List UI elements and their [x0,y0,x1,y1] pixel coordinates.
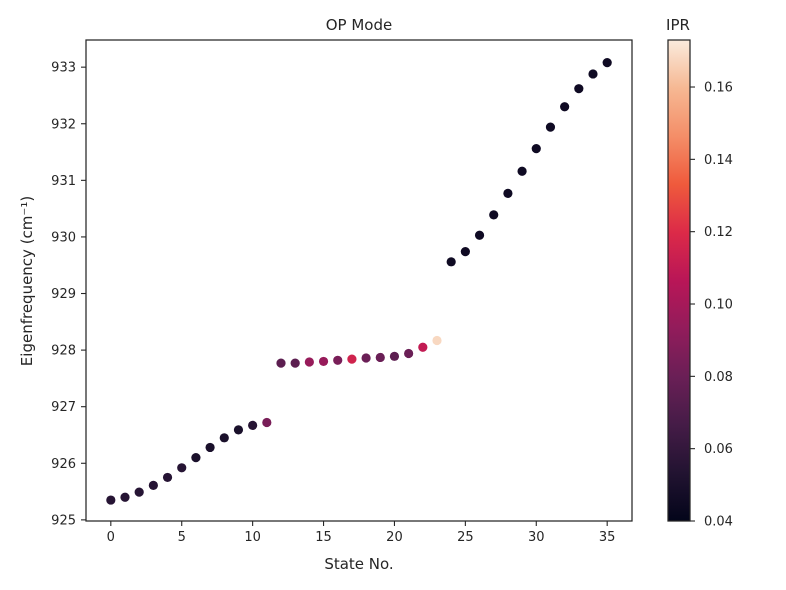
colorbar-tick-label: 0.10 [704,298,733,313]
data-point [233,425,244,435]
data-point [389,351,400,361]
y-tick-label: 926 [51,457,76,472]
data-point [304,357,314,367]
colorbar-tick-label: 0.12 [704,225,733,240]
data-point [333,355,343,365]
colorbar-tick-label: 0.04 [704,515,733,530]
data-point [148,480,158,490]
data-point [248,420,258,430]
y-tick-label: 931 [51,174,76,189]
x-tick-label: 0 [107,530,115,545]
data-point [531,144,541,154]
data-point [120,492,130,502]
plot-area [85,39,633,522]
y-tick-label: 925 [51,513,76,528]
colorbar-tick-label: 0.16 [704,81,733,96]
data-point [361,353,371,363]
x-tick-label: 20 [386,530,403,545]
x-tick-label: 10 [244,530,261,545]
data-point [460,247,470,257]
data-point [134,487,144,497]
chart-title: OP Mode [326,16,393,34]
x-tick-label: 5 [178,530,186,545]
data-point [503,188,513,198]
data-point [106,495,116,505]
y-axis-label: Eigenfrequency (cm⁻¹) [18,196,36,366]
data-point [177,463,187,473]
x-axis-label: State No. [324,555,393,573]
data-point [191,453,201,463]
y-tick-label: 927 [51,400,76,415]
data-point [404,348,414,359]
data-point [347,354,357,364]
x-tick-label: 30 [528,530,545,545]
data-point [262,417,272,428]
data-point [318,356,329,367]
data-point [574,84,584,94]
x-tick-label: 35 [599,530,616,545]
y-tick-label: 933 [51,61,76,76]
scatter-points [106,58,612,505]
x-tick-label: 25 [457,530,474,545]
data-point [560,102,570,112]
data-point [474,230,485,240]
y-tick-label: 932 [51,117,76,132]
data-point [290,358,300,368]
x-axis-ticks: 0 5 10 15 20 25 30 35 [107,521,616,545]
data-point [162,472,173,483]
y-tick-label: 928 [51,344,76,359]
colorbar-label: IPR [666,16,690,34]
colorbar-gradient [667,39,691,522]
x-tick-label: 15 [315,530,332,545]
colorbar-ticks: 0.04 0.06 0.08 0.10 0.12 0.14 0.16 [690,81,733,530]
data-point [276,358,286,368]
data-point [205,442,215,453]
data-point [375,352,385,363]
data-point [489,210,499,220]
colorbar-tick-label: 0.14 [704,153,733,168]
data-point [545,122,556,132]
data-point [517,166,527,176]
data-point [432,335,442,346]
data-point [446,257,456,267]
data-point [219,433,229,443]
y-axis-ticks: 925 926 927 928 929 930 931 932 933 [51,61,86,528]
data-point [602,58,612,68]
colorbar-tick-label: 0.06 [704,442,733,457]
colorbar-tick-label: 0.08 [704,370,733,385]
data-point [418,342,428,352]
data-point [588,69,598,79]
y-tick-label: 930 [51,230,76,245]
y-tick-label: 929 [51,287,76,302]
